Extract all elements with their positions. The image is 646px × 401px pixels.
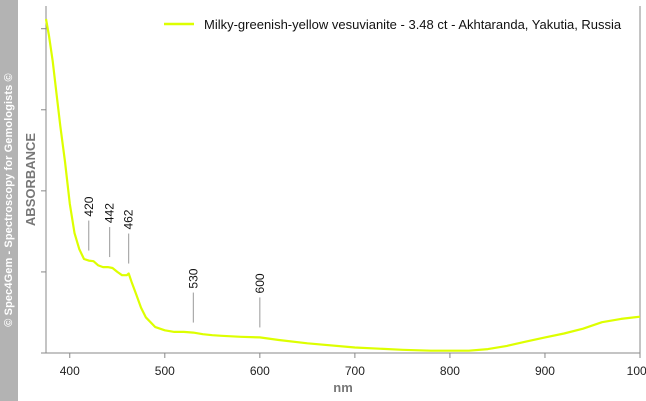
legend-label: Milky-greenish-yellow vesuvianite - 3.48… [204,17,622,32]
series-layer [44,18,641,352]
annotation-label: 600 [253,273,267,293]
legend: Milky-greenish-yellow vesuvianite - 3.48… [164,17,622,32]
annotation-label: 530 [186,268,200,288]
x-tick-label: 900 [535,364,555,378]
x-tick-label: 500 [155,364,175,378]
annotation-label: 442 [103,203,117,223]
x-axis-title: nm [333,380,353,395]
x-tick-label: 1000 [627,364,646,378]
x-tick-label: 700 [345,364,365,378]
peak-annotations: 420 442 462 530 600 [82,196,267,328]
watermark-sidebar: © Spec4Gem - Spectroscopy for Gemologist… [0,0,18,401]
annotation-label: 420 [82,196,96,216]
y-axis-title: ABSORBANCE [23,133,38,227]
x-tick-label: 800 [440,364,460,378]
axes: 400 500 600 700 800 900 1000 nm ABSORBANCE [23,6,646,395]
annotation-label: 462 [122,209,136,229]
series-line [44,18,641,352]
x-tick-label: 600 [250,364,270,378]
x-tick-label: 400 [60,364,80,378]
